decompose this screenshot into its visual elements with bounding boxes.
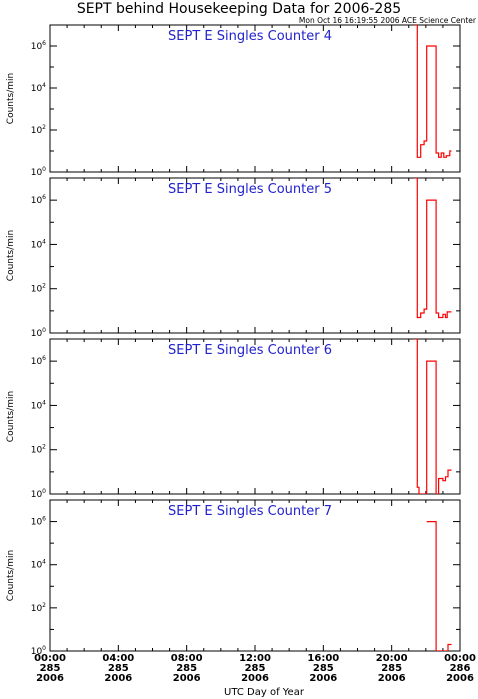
x-tick-label: 20:00 — [376, 653, 408, 664]
y-tick-label: 102 — [31, 444, 46, 456]
series-line — [413, 25, 452, 158]
x-tick-label: 2006 — [241, 673, 269, 684]
y-tick-label: 100 — [31, 166, 46, 178]
panel-3: 100 102 104 106 Counts/min SEPT E Singles Cou… — [6, 338, 461, 500]
y-tick-label: 100 — [31, 327, 46, 339]
y-tick-label: 104 — [31, 399, 46, 411]
y-axis-label: Counts/min — [6, 391, 16, 442]
y-tick-label: 104 — [31, 559, 46, 571]
y-tick-label: 102 — [31, 124, 46, 136]
y-tick-label: 100 — [31, 488, 46, 500]
x-tick-label: 2006 — [104, 673, 132, 684]
panel-label: SEPT E Singles Counter 4 — [168, 29, 332, 44]
panel-frame — [49, 338, 461, 495]
chart-title: SEPT behind Housekeeping Data for 2006-2… — [77, 1, 401, 17]
x-tick-label: 2006 — [446, 673, 474, 684]
y-axis-label: Counts/min — [6, 73, 16, 124]
y-tick-label: 106 — [31, 516, 46, 528]
y-tick-label: 104 — [31, 82, 46, 94]
series-line — [413, 339, 452, 494]
panel-frame — [49, 24, 461, 173]
panels: 100 102 104 106 Counts/min SEPT E Singles Cou… — [6, 24, 461, 657]
x-tick-label: 12:00 — [239, 653, 271, 664]
panel-label: SEPT E Singles Counter 7 — [168, 504, 332, 519]
y-axis-label: Counts/min — [6, 230, 16, 281]
x-tick-label: 2006 — [309, 673, 337, 684]
series-line — [413, 178, 452, 319]
x-tick-label: 286 — [450, 663, 471, 674]
panel-frame — [49, 499, 461, 652]
y-tick-label: 102 — [31, 283, 46, 295]
y-axis-label: Counts/min — [6, 550, 16, 601]
panel-4: 100 102 104 106 Counts/min SEPT E Singles Cou… — [6, 499, 461, 657]
y-tick-label: 106 — [31, 194, 46, 206]
x-tick-label: 285 — [245, 663, 266, 674]
x-tick-label: 2006 — [36, 673, 64, 684]
x-axis-labels: 00:00285200604:00285200608:00285200612:0… — [34, 653, 476, 684]
x-tick-label: 00:00 — [444, 653, 476, 664]
x-tick-label: 04:00 — [102, 653, 134, 664]
x-tick-label: 285 — [176, 663, 197, 674]
y-tick-label: 106 — [31, 40, 46, 52]
x-tick-label: 285 — [40, 663, 61, 674]
panel-1: 100 102 104 106 Counts/min SEPT E Singles Cou… — [6, 24, 461, 178]
x-tick-label: 00:00 — [34, 653, 66, 664]
panel-2: 100 102 104 106 Counts/min SEPT E Singles Cou… — [6, 177, 461, 339]
x-tick-label: 285 — [313, 663, 334, 674]
timestamp: Mon Oct 16 16:19:55 2006 ACE Science Cen… — [299, 16, 477, 25]
y-tick-label: 102 — [31, 602, 46, 614]
x-tick-label: 2006 — [173, 673, 201, 684]
x-axis-label: UTC Day of Year — [224, 687, 305, 698]
x-tick-label: 16:00 — [307, 653, 339, 664]
series-line — [426, 521, 452, 651]
y-tick-label: 100 — [31, 645, 46, 657]
panel-label: SEPT E Singles Counter 5 — [168, 182, 332, 197]
panel-label: SEPT E Singles Counter 6 — [168, 343, 332, 358]
x-tick-label: 2006 — [378, 673, 406, 684]
panel-frame — [49, 177, 461, 334]
y-tick-label: 106 — [31, 355, 46, 367]
x-tick-label: 285 — [108, 663, 129, 674]
x-tick-label: 285 — [381, 663, 402, 674]
x-tick-label: 08:00 — [171, 653, 203, 664]
y-tick-label: 104 — [31, 238, 46, 250]
